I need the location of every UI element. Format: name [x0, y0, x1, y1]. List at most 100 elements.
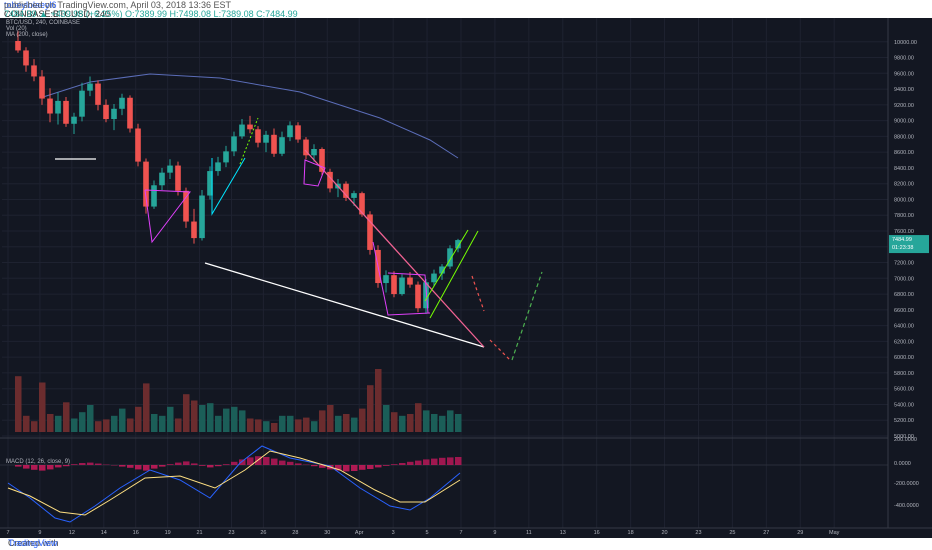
- x-tick-label: 18: [628, 530, 634, 536]
- volume-bar: [95, 421, 102, 432]
- author-link[interactable]: tobeylolaeyl6: [4, 0, 57, 10]
- volume-bar: [383, 405, 390, 432]
- last-price-tag: [889, 235, 929, 254]
- volume-bar: [79, 412, 86, 432]
- x-tick-label: 16: [594, 530, 600, 536]
- candle-body: [255, 129, 261, 143]
- macd-histogram-bar: [71, 464, 78, 465]
- price-axis[interactable]: 10000.00 9800.00 9600.00 9400.00 9200.00 9000…: [887, 18, 929, 528]
- macd-histogram-bar: [439, 457, 446, 465]
- macd-histogram-bar: [231, 461, 238, 465]
- y-tick-label: 5800.00: [894, 371, 914, 377]
- candle-body: [79, 90, 85, 117]
- macd-histogram-bar: [223, 464, 230, 465]
- time-axis[interactable]: 7 9 12 14 16 19 21 23 26 28 30 Apr 3 5 7 9 11 13 16 18 20 23 2…: [0, 527, 932, 536]
- candle-body: [23, 50, 29, 66]
- volume-bar: [183, 394, 190, 432]
- volume-bar: [415, 403, 422, 432]
- candle-body: [87, 83, 93, 91]
- candle-body: [391, 275, 397, 295]
- resistance-trendline: [304, 149, 485, 348]
- volume-bar: [423, 410, 430, 432]
- y-tick-label: 9400.00: [894, 87, 914, 93]
- tradingview-logo[interactable]: TradingView: [8, 538, 58, 548]
- volume-bar: [103, 419, 110, 432]
- candle-body: [431, 273, 437, 283]
- macd-histogram-bar: [247, 457, 254, 465]
- x-tick-label: 11: [526, 530, 532, 536]
- y-tick-label: 6600.00: [894, 308, 914, 314]
- signal-line: [7, 450, 461, 516]
- volume-bar: [447, 410, 454, 432]
- legend-macd: MACD (12, 26, close, 9): [6, 459, 71, 465]
- x-tick-label: May: [829, 530, 840, 536]
- volume-bar: [15, 376, 22, 432]
- x-tick-label: 13: [560, 530, 566, 536]
- macd-histogram-bar: [191, 463, 198, 465]
- x-tick-label: 26: [260, 530, 266, 536]
- candle-body: [55, 100, 61, 114]
- volume-bar: [367, 385, 374, 432]
- candle-body: [439, 266, 445, 274]
- candle-body: [415, 284, 421, 309]
- volume-bar: [23, 415, 30, 432]
- volume-bar: [39, 382, 46, 432]
- macd-histogram-bar: [183, 461, 190, 465]
- price-chart[interactable]: 10000.00 9800.00 9600.00 9400.00 9200.00 9000…: [0, 18, 932, 538]
- macd-line: [7, 445, 461, 523]
- x-tick-label: Apr: [355, 530, 364, 536]
- x-tick-label: 7: [459, 530, 462, 536]
- candle-body: [319, 149, 325, 172]
- volume-bars: [15, 369, 462, 432]
- volume-bar: [111, 415, 118, 432]
- macd-histogram-bar: [367, 465, 374, 469]
- macd-histogram-bar: [215, 465, 222, 467]
- volume-bar: [391, 412, 398, 432]
- macd-histogram-bar: [95, 463, 102, 465]
- projection-down: [471, 275, 485, 312]
- x-tick-label: 27: [763, 530, 769, 536]
- y-tick-label: 9000.00: [894, 119, 914, 125]
- last-price-label: 7484.99: [892, 237, 912, 243]
- candle-body: [303, 139, 309, 156]
- macd-histogram-bar: [175, 462, 182, 465]
- candle-body: [239, 124, 245, 137]
- macd-histogram-bar: [31, 465, 38, 470]
- pattern-flag: [211, 157, 246, 216]
- y-tick-label: 5600.00: [894, 387, 914, 393]
- macd-histogram-bar: [239, 459, 246, 465]
- macd-histogram-bar: [159, 465, 166, 467]
- candle-body: [263, 134, 269, 143]
- candle-body: [103, 104, 109, 120]
- macd-histogram-bar: [39, 465, 46, 471]
- volume-bar: [231, 406, 238, 432]
- macd-histogram-bar: [119, 465, 126, 467]
- macd-tick-label: 0.0000: [894, 461, 911, 467]
- macd-histogram-bar: [287, 461, 294, 465]
- x-tick-label: 23: [228, 530, 234, 536]
- candle-body: [287, 125, 293, 138]
- volume-bar: [215, 415, 222, 432]
- candle-body: [119, 97, 125, 109]
- candle-body: [327, 171, 333, 189]
- volume-bar: [175, 418, 182, 432]
- created-with: Created with: [8, 538, 59, 548]
- volume-bar: [71, 418, 78, 432]
- macd-histogram-bar: [135, 465, 142, 470]
- y-tick-label: 7200.00: [894, 261, 914, 267]
- y-tick-label: 5400.00: [894, 402, 914, 408]
- legend-ma: MA (200, close): [6, 32, 48, 38]
- candle-body: [63, 100, 69, 124]
- volume-bar: [207, 403, 214, 432]
- volume-bar: [359, 408, 366, 432]
- legend-symbol: BTC/USD, 240, COINBASE: [6, 20, 81, 26]
- x-tick-label: 9: [38, 530, 41, 536]
- x-tick-label: 28: [292, 530, 298, 536]
- macd-tick-label: -200.0000: [894, 481, 919, 487]
- volume-bar: [263, 421, 270, 432]
- macd-histogram-bar: [87, 462, 94, 465]
- macd-histogram-bar: [207, 465, 214, 468]
- candle-body: [31, 65, 37, 77]
- volume-bar: [311, 421, 318, 432]
- macd-histogram-bar: [279, 460, 286, 465]
